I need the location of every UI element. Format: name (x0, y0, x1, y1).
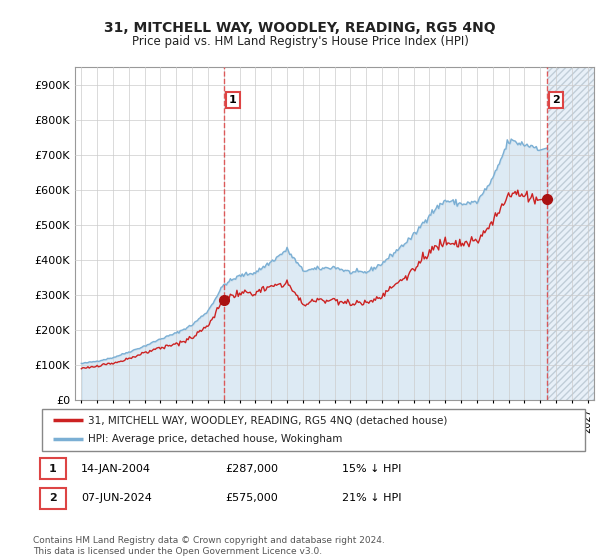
Text: £575,000: £575,000 (225, 493, 278, 503)
Text: 07-JUN-2024: 07-JUN-2024 (81, 493, 152, 503)
Text: 2: 2 (552, 95, 560, 105)
Text: 21% ↓ HPI: 21% ↓ HPI (342, 493, 401, 503)
Text: 14-JAN-2004: 14-JAN-2004 (81, 464, 151, 474)
Bar (547, 67, 594, 400)
Text: 1: 1 (229, 95, 237, 105)
Text: £287,000: £287,000 (225, 464, 278, 474)
Text: 1: 1 (49, 464, 56, 474)
Text: Contains HM Land Registry data © Crown copyright and database right 2024.
This d: Contains HM Land Registry data © Crown c… (33, 536, 385, 556)
Text: 31, MITCHELL WAY, WOODLEY, READING, RG5 4NQ: 31, MITCHELL WAY, WOODLEY, READING, RG5 … (104, 21, 496, 35)
FancyBboxPatch shape (42, 409, 585, 451)
Text: Price paid vs. HM Land Registry's House Price Index (HPI): Price paid vs. HM Land Registry's House … (131, 35, 469, 48)
Text: HPI: Average price, detached house, Wokingham: HPI: Average price, detached house, Woki… (88, 435, 343, 445)
Text: 2: 2 (49, 493, 56, 503)
Bar (547, 67, 594, 400)
Text: 31, MITCHELL WAY, WOODLEY, READING, RG5 4NQ (detached house): 31, MITCHELL WAY, WOODLEY, READING, RG5 … (88, 415, 448, 425)
Text: 15% ↓ HPI: 15% ↓ HPI (342, 464, 401, 474)
